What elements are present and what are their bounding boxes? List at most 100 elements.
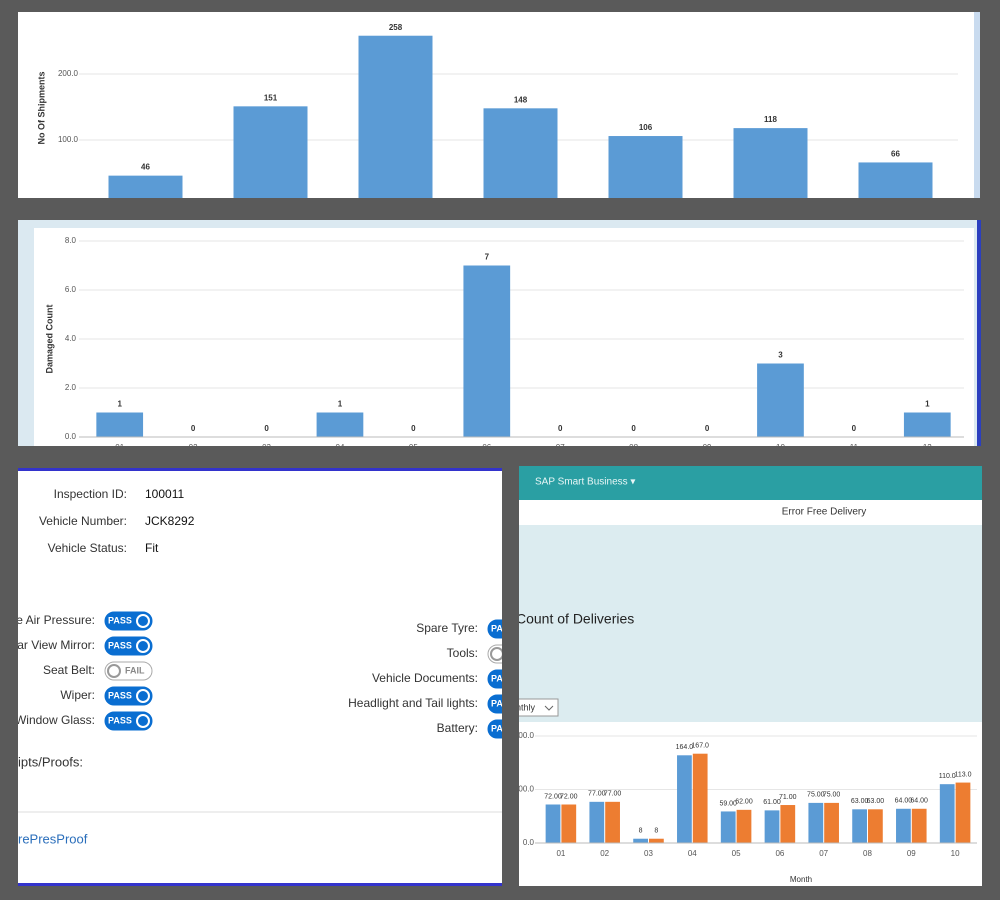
- data-label: 151: [264, 93, 278, 102]
- data-label: 71.00: [779, 794, 797, 801]
- bar: [589, 801, 605, 843]
- data-label: 0: [705, 424, 710, 433]
- bar: [692, 753, 708, 843]
- toggle-text: PASS: [491, 698, 515, 708]
- check-label: Battery:: [437, 721, 478, 735]
- x-tick-label: 06: [775, 849, 784, 858]
- data-label: 61.00: [763, 799, 781, 806]
- check-label: Spare Tyre:: [416, 621, 478, 635]
- x-tick-label: 05: [409, 443, 418, 452]
- data-label: 72.00: [544, 793, 562, 800]
- y-tick-label: 4.0: [65, 334, 77, 343]
- data-label: 46: [141, 163, 150, 172]
- field-value: JCK8292: [145, 514, 195, 528]
- toggle-knob: [136, 714, 150, 728]
- data-label: 106: [639, 123, 653, 132]
- bar: [808, 802, 824, 843]
- bar: [545, 804, 561, 843]
- toggle-knob: [136, 689, 150, 703]
- y-axis-label: No Of Shipments: [36, 71, 46, 144]
- panel: [18, 468, 502, 886]
- x-tick-label: 04: [336, 443, 345, 452]
- dropdown[interactable]: [515, 698, 559, 717]
- app-title[interactable]: SAP Smart Business ▾: [535, 477, 635, 488]
- data-label: 63.00: [851, 798, 869, 805]
- toggle[interactable]: [487, 719, 535, 739]
- check-label: ear View Mirror:: [11, 638, 95, 652]
- dropdown-value: nthly: [516, 702, 536, 712]
- link[interactable]: rePresProof: [18, 831, 88, 846]
- bar: [911, 808, 927, 843]
- x-tick-label: 07: [819, 849, 828, 858]
- tile-area: [519, 525, 982, 722]
- x-axis-label: Month: [790, 875, 812, 884]
- bar: [939, 784, 955, 843]
- data-label: 77.00: [588, 791, 606, 798]
- x-tick-label: 01: [115, 443, 124, 452]
- x-tick-label: 10: [951, 849, 960, 858]
- x-tick-label: 09: [703, 443, 712, 452]
- bar: [955, 782, 971, 843]
- y-tick-label: 100.0: [514, 785, 535, 794]
- bar: [677, 755, 692, 843]
- bar: [483, 108, 558, 198]
- data-label: 64.00: [910, 798, 928, 805]
- data-label: 164.0: [676, 744, 694, 751]
- toggle[interactable]: [487, 669, 535, 689]
- y-tick-label: 8.0: [65, 236, 77, 245]
- y-tick-label: 0.0: [65, 432, 77, 441]
- x-tick-label: 05: [732, 849, 741, 858]
- data-label: 0: [411, 424, 416, 433]
- toggle[interactable]: [487, 694, 535, 714]
- dropdown-arrow: [544, 705, 554, 711]
- bar: [824, 802, 839, 843]
- check-label: Window Glass:: [15, 713, 95, 727]
- x-tick-label: 10: [776, 443, 785, 452]
- toggle-knob: [136, 639, 150, 653]
- sap-panel: SAP Smart Business ▾ Error Free Delivery…: [514, 466, 982, 884]
- toggle-text: PASS: [491, 723, 515, 733]
- data-label: 167.0: [691, 743, 709, 750]
- data-label: 62.00: [735, 799, 753, 806]
- toggle-knob: [136, 614, 150, 628]
- panel-edge: [974, 12, 980, 198]
- data-label: 63.00: [867, 798, 885, 805]
- bar: [463, 265, 511, 437]
- toggle-knob: [490, 647, 502, 661]
- data-label: 59.00: [719, 800, 737, 807]
- tile-title: Count of Deliveries: [516, 611, 634, 627]
- data-label: 8: [639, 828, 643, 835]
- section-title: ipts/Proofs:: [18, 754, 83, 769]
- x-tick-label: 06: [482, 443, 491, 452]
- field-value: Fit: [145, 541, 159, 555]
- bar: [649, 838, 664, 843]
- data-label: 113.0: [954, 771, 971, 778]
- bar: [858, 162, 933, 198]
- data-label: 8: [654, 828, 658, 835]
- check-label: Tools:: [447, 646, 478, 660]
- bar: [903, 412, 951, 437]
- toggle-text: PASS: [108, 715, 132, 725]
- bar: [233, 106, 308, 198]
- shell-bar: [519, 466, 982, 500]
- y-tick-label: 0.0: [523, 838, 535, 847]
- x-tick-label: 09: [907, 849, 916, 858]
- check-label: re Air Pressure:: [12, 613, 95, 627]
- data-label: 0: [631, 424, 636, 433]
- y-tick-label: 6.0: [65, 285, 77, 294]
- toggle-text: FAIL: [125, 665, 145, 675]
- toggle[interactable]: [487, 619, 535, 639]
- data-label: 7: [485, 253, 490, 262]
- toggle-text: PASS: [491, 623, 515, 633]
- bar: [608, 136, 683, 198]
- data-label: 75.00: [807, 792, 825, 799]
- x-tick-label: 03: [644, 849, 653, 858]
- bar: [316, 412, 364, 437]
- data-label: 77.00: [604, 791, 622, 798]
- x-tick-label: 08: [863, 849, 872, 858]
- bar: [733, 128, 808, 198]
- bar: [757, 363, 804, 437]
- data-label: 3: [778, 351, 783, 360]
- bar: [736, 809, 752, 843]
- data-label: 72.00: [560, 793, 578, 800]
